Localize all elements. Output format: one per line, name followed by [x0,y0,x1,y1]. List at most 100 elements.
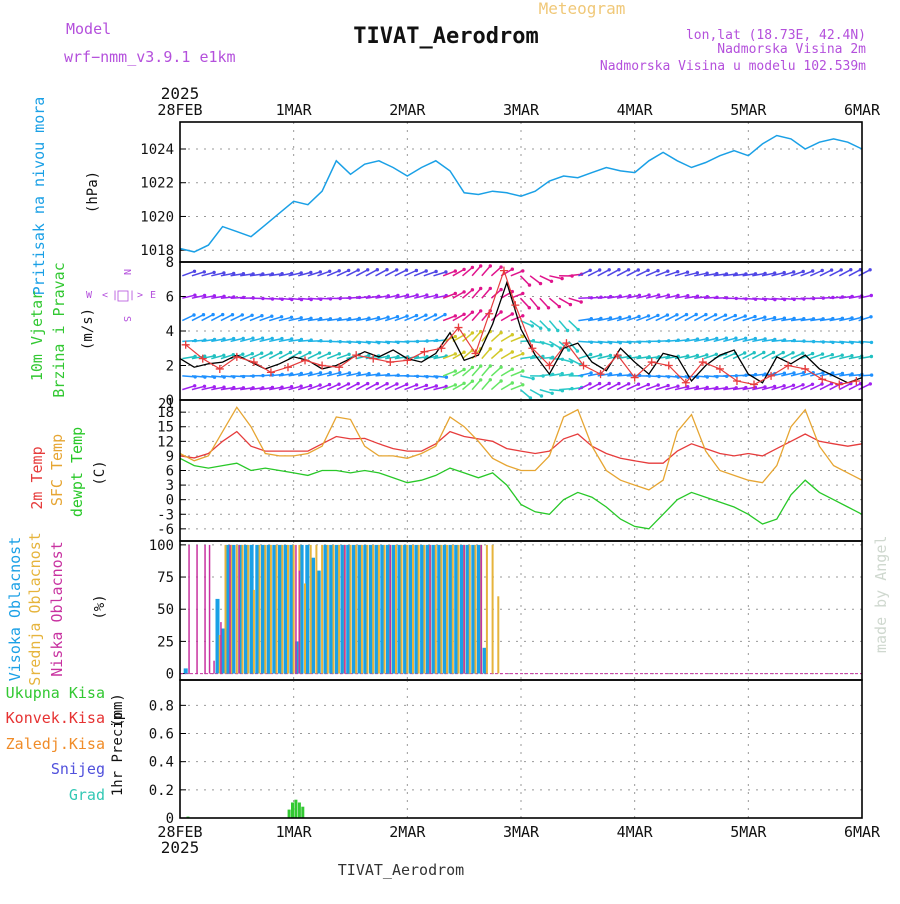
top-date-label: 2MAR [389,101,426,119]
wind-arrow [501,383,512,390]
y-tick-label: 1022 [140,176,174,192]
pressure-ylabel: Pritisak na nivou mora [30,97,48,296]
wind-arrow [482,288,491,298]
wind-arrow-head [753,351,756,354]
compass-north: N [121,269,132,275]
wind-arrow-head [521,314,524,317]
wind-arrow-head [558,305,561,308]
low-cloud-bar [344,545,346,674]
wind-arrow-head [366,268,369,271]
wind-arrow-head [725,337,728,340]
wind-arrow-head [547,306,550,309]
wind-arrow-head [617,268,620,271]
compass-west: W [86,290,93,301]
wind-arrow-head [868,268,871,271]
compass-south: S [121,316,132,322]
wind-arrow [482,366,491,376]
mid-cloud-bar [423,545,425,674]
wind-arrow-head [627,268,630,271]
y-tick-label: 6 [166,464,174,480]
low-cloud-bar [463,545,465,674]
wind-arrow-head [366,382,369,385]
wind-arrow [569,321,579,330]
mid-cloud-bar [440,545,442,674]
wind-arrow-head [454,269,457,272]
mid-cloud-bar [367,545,369,674]
compass-right-arrow: > [137,290,143,301]
wind-arrow-head [811,383,814,386]
mid-cloud-bar [378,545,380,674]
y-tick-label: 0.8 [149,698,174,714]
wind-arrow [491,367,501,376]
y-tick-label: 6 [166,290,174,306]
precip-legend-item: Zaledj.Kisa [6,735,105,753]
wind-arrow-head [289,351,292,354]
low-cloud-bar [209,545,211,674]
wind-arrow-head [462,368,465,371]
wind-arrow-head [270,351,273,354]
y-tick-label: 0 [166,493,174,509]
mid-cloud-bar [486,545,488,674]
wind-arrow-head [686,271,689,274]
wind-arrow-head [222,354,225,357]
wind-arrow-head [499,348,502,351]
wind-arrow-head [415,293,418,296]
wind-arrow [482,266,491,276]
low-cloud-bar [229,545,231,674]
mid-cloud-bar [475,545,477,674]
top-date-label: 28FEB [157,101,202,119]
wind-arrow-head [870,355,873,358]
wind-arrow-head [628,315,631,318]
wind-arrow-head [337,383,340,386]
wind-arrow-head [763,316,766,319]
wind-arrow-head [657,383,660,386]
wind-arrow-head [454,369,457,372]
wind-arrow-head [521,383,524,386]
y-tick-label: -3 [157,507,174,523]
wind-arrow-head [676,385,679,388]
wind-gust-marker [386,358,394,366]
wind-arrow [549,321,557,331]
top-date-label: 6MAR [844,101,881,119]
wind-arrow [511,385,523,390]
model-label: Model [66,20,111,38]
wind-arrow-head [811,352,814,355]
bottom-date-label: 28FEB [157,823,202,841]
wind-arrow-head [675,313,678,316]
mid-cloud-bar [253,590,255,674]
wind-arrow-head [647,293,650,296]
y-tick-label: 0.4 [149,755,174,771]
wind-arrow-head [357,268,360,271]
wind-arrow-head [260,314,263,317]
precip-legend-item: Ukupna Kisa [6,684,105,702]
wind-arrow-head [744,314,747,317]
wind-arrow-head [511,333,514,336]
wind-arrow-head [540,394,543,397]
temp2m-line [180,432,862,464]
wind-arrow-head [395,268,398,271]
wind-arrow-head [405,314,408,317]
mid-cloud-bar [372,545,374,674]
wind-arrow-head [202,313,205,316]
cloud-unit: (%) [92,594,108,619]
lonlat-label: lon,lat (18.73E, 42.4N) [686,28,866,43]
wind-arrow-head [221,313,224,316]
wind-arrow-head [782,384,785,387]
wind-arrow [520,276,529,285]
wind-arrow-head [347,382,350,385]
wind-arrow-head [667,294,670,297]
wind-arrow-head [347,269,350,272]
mid-cloud-bar [333,545,335,674]
wind-arrow-head [499,265,502,268]
y-tick-label: 3 [166,478,174,494]
wind-arrow-head [406,294,409,297]
sfctemp-ylabel: SFC Temp [48,434,66,506]
wind-arrow-head [270,315,273,318]
dewpt-ylabel: dewpt Temp [68,427,86,517]
mid-cloud-bar [264,545,266,674]
wind-arrow-head [511,350,514,353]
low-cloud-bar [295,545,297,674]
wind-arrow-head [646,269,649,272]
